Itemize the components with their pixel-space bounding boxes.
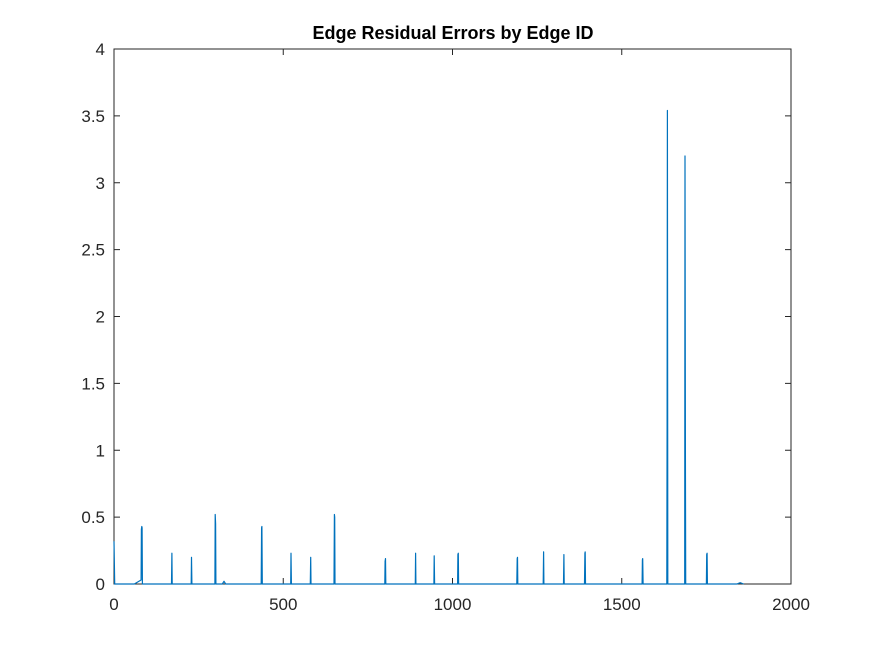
x-tick-label: 1000 [434, 595, 472, 614]
y-tick-label: 0.5 [81, 508, 105, 527]
y-tick-label: 4 [96, 40, 105, 59]
chart-title: Edge Residual Errors by Edge ID [312, 23, 593, 43]
axes-box [113, 48, 792, 585]
x-tick-label: 0 [109, 595, 118, 614]
y-tick-label: 2.5 [81, 241, 105, 260]
y-tick-label: 1 [96, 441, 105, 460]
y-tick-label: 0 [96, 575, 105, 594]
plot-area: 0 500 1000 1500 2000 0 0.5 1 1.5 2 2.5 3 3.5 4 [81, 40, 810, 614]
x-tick-label: 500 [269, 595, 297, 614]
series-line [113, 109, 744, 585]
y-tick-label: 3.5 [81, 107, 105, 126]
y-tick-label: 1.5 [81, 374, 105, 393]
y-tick-label: 2 [96, 308, 105, 327]
y-tick-label: 3 [96, 174, 105, 193]
x-tick-label: 2000 [772, 595, 810, 614]
x-tick-label: 1500 [603, 595, 641, 614]
